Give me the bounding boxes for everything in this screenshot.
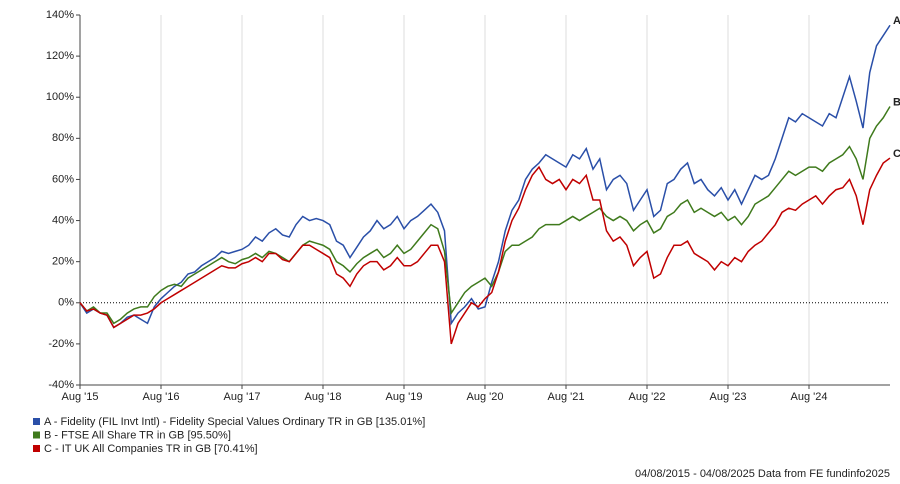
y-tick-label: -20% <box>48 338 74 350</box>
x-tick-label: Aug '23 <box>710 391 747 403</box>
x-tick-label: Aug '17 <box>224 391 261 403</box>
x-tick-label: Aug '16 <box>143 391 180 403</box>
x-tick-label: Aug '15 <box>62 391 99 403</box>
legend-label: C - IT UK All Companies TR in GB [70.41%… <box>44 443 258 455</box>
x-tick-label: Aug '19 <box>386 391 423 403</box>
x-tick-label: Aug '22 <box>629 391 666 403</box>
x-tick-label: Aug '18 <box>305 391 342 403</box>
footer: 04/08/2015 - 04/08/2025 Data from FE fun… <box>635 468 890 480</box>
y-tick-label: -40% <box>48 379 74 391</box>
y-tick-label: 140% <box>46 9 74 21</box>
legend-label: A - Fidelity (FIL Invt Intl) - Fidelity … <box>44 416 425 428</box>
series-line <box>79 106 891 325</box>
y-tick-label: 80% <box>52 132 74 144</box>
y-tick-label: 40% <box>52 214 74 226</box>
x-tick-label: Aug '24 <box>791 391 828 403</box>
legend-label: B - FTSE All Share TR in GB [95.50%] <box>44 429 231 441</box>
series-line <box>79 24 891 329</box>
legend-swatch <box>33 431 40 439</box>
y-tick-label: 60% <box>52 173 74 185</box>
y-tick-label: 20% <box>52 256 74 268</box>
x-tick-label: Aug '20 <box>467 391 504 403</box>
end-label: B <box>893 96 900 108</box>
series-line <box>79 157 891 345</box>
x-tick-label: Aug '21 <box>548 391 585 403</box>
end-label: A <box>893 15 900 27</box>
y-tick-label: 100% <box>46 91 74 103</box>
legend-swatch <box>33 445 40 452</box>
y-tick-label: 120% <box>46 50 74 62</box>
y-tick-label: 0% <box>58 297 74 309</box>
end-label: C <box>893 148 900 160</box>
legend-swatch <box>33 418 40 425</box>
